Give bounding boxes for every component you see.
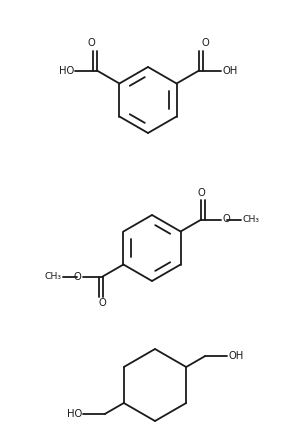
Text: O: O (198, 187, 205, 198)
Text: O: O (74, 271, 82, 282)
Text: HO: HO (66, 409, 82, 419)
Text: O: O (87, 39, 95, 49)
Text: CH₃: CH₃ (45, 272, 62, 281)
Text: CH₃: CH₃ (242, 215, 259, 224)
Text: OH: OH (222, 65, 237, 76)
Text: O: O (222, 214, 230, 224)
Text: OH: OH (228, 351, 243, 361)
Text: HO: HO (59, 65, 74, 76)
Text: O: O (99, 299, 107, 308)
Text: O: O (201, 39, 209, 49)
